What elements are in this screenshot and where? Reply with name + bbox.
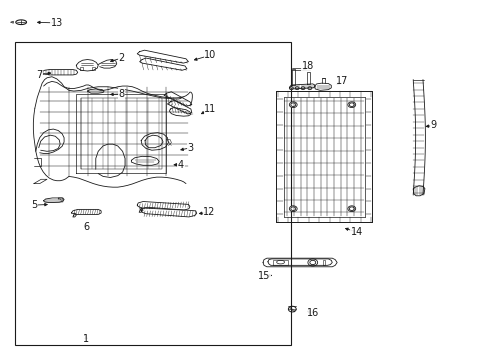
Circle shape [290,207,295,211]
Text: 13: 13 [51,18,63,28]
Circle shape [289,206,297,212]
Circle shape [348,103,353,107]
Text: 17: 17 [335,76,347,86]
Text: 6: 6 [83,222,89,231]
Circle shape [307,87,311,90]
Circle shape [289,102,297,108]
Text: 3: 3 [187,143,194,153]
Text: 11: 11 [204,104,216,114]
Text: 15: 15 [257,271,270,281]
Text: 12: 12 [203,207,215,217]
Text: 2: 2 [118,53,124,63]
Text: 8: 8 [118,89,124,99]
Circle shape [348,207,353,211]
Text: 9: 9 [430,121,436,130]
Text: 14: 14 [350,227,362,237]
Polygon shape [10,21,13,23]
Circle shape [347,102,355,108]
Circle shape [290,103,295,107]
Circle shape [347,206,355,212]
Text: 18: 18 [301,61,313,71]
Circle shape [295,87,299,90]
Circle shape [307,259,317,266]
Text: 5: 5 [31,200,37,210]
Circle shape [289,87,293,90]
Bar [15,42,290,345]
Text: 10: 10 [204,50,216,60]
Text: 7: 7 [37,70,43,80]
Text: 16: 16 [306,309,318,318]
Text: 1: 1 [83,333,89,343]
Circle shape [309,260,315,265]
Text: 4: 4 [178,159,184,170]
Circle shape [301,87,305,90]
